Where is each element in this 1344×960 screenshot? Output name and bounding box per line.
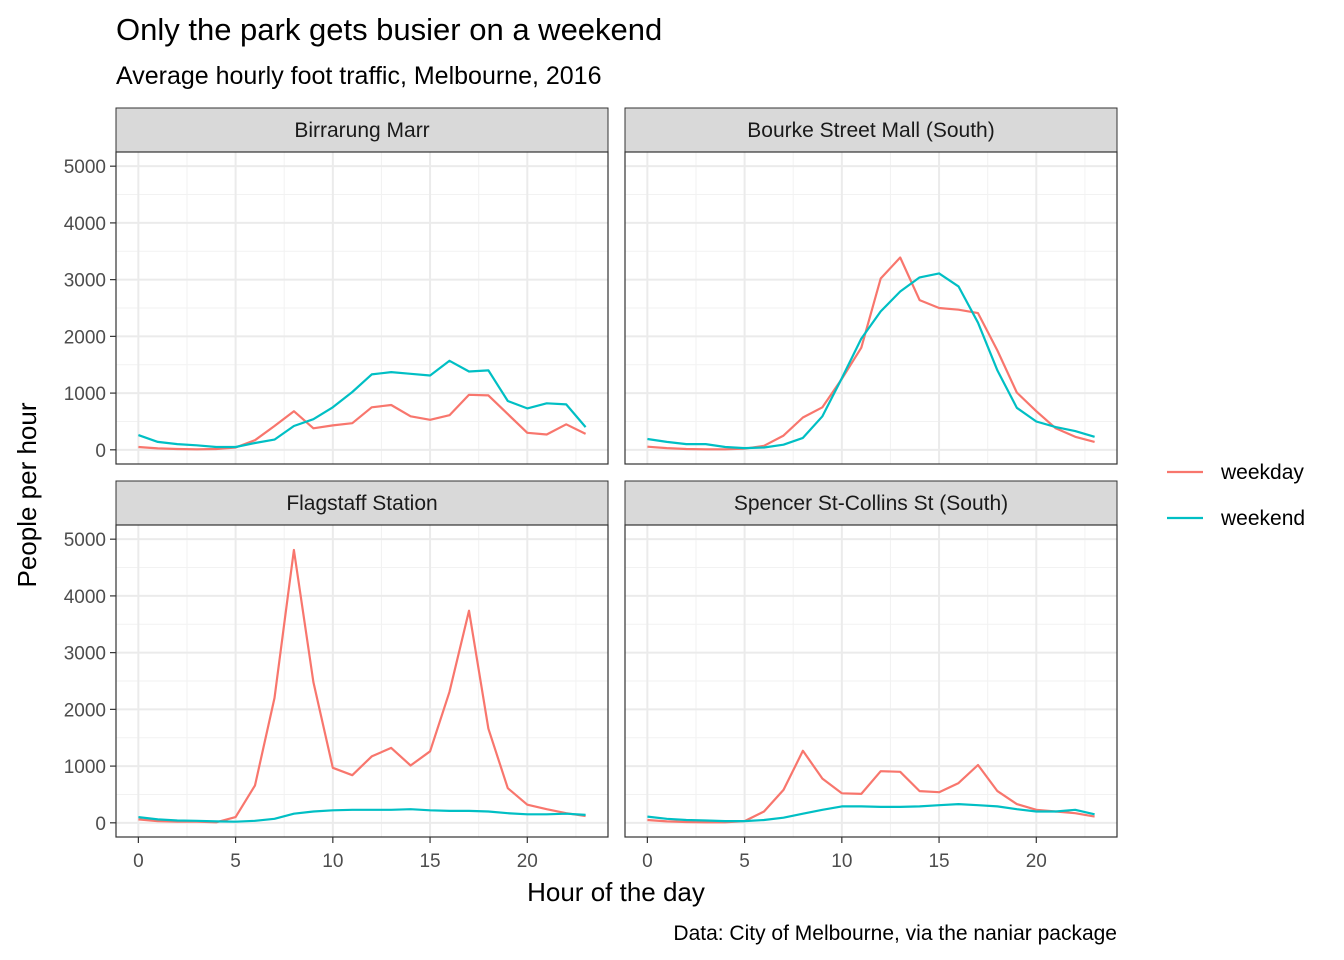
facet-panel: Spencer St-Collins St (South) 0 5 10 15 20 [624, 480, 1118, 872]
facet-strip-label: Flagstaff Station [286, 492, 437, 515]
x-tick-label: 0 [642, 851, 653, 872]
facet-strip [624, 480, 1118, 526]
x-tick-label: 20 [517, 851, 538, 872]
x-tick-label: 20 [1026, 851, 1047, 872]
series-line-weekend [647, 272, 1095, 450]
y-tick-label: 0 [95, 441, 106, 462]
series-line-weekday [647, 749, 1095, 824]
facet-panel: Birrarung Marr 0 1000 2000 3000 4000 5000 [64, 107, 609, 465]
series-line-weekday [138, 393, 587, 451]
x-tick-label: 0 [133, 851, 144, 872]
x-tick-label: 15 [928, 851, 949, 872]
facet-strip-label: Birrarung Marr [294, 119, 429, 142]
series-line-weekend [138, 359, 587, 449]
panel-border [115, 524, 609, 838]
y-tick-label: 3000 [64, 271, 106, 292]
panel-border [624, 151, 1118, 465]
y-tick-label: 4000 [64, 587, 106, 608]
x-tick-label: 10 [831, 851, 852, 872]
panel-border [624, 524, 1118, 838]
legend-label: weekend [1220, 507, 1305, 530]
y-tick-label: 2000 [64, 327, 106, 348]
y-tick-label: 3000 [64, 644, 106, 665]
x-tick-label: 5 [230, 851, 241, 872]
panel-border [115, 151, 609, 465]
series-line-weekend [647, 802, 1095, 823]
x-tick-label: 15 [419, 851, 440, 872]
chart-title: Only the park gets busier on a weekend [116, 12, 662, 47]
chart-caption: Data: City of Melbourne, via the naniar … [673, 922, 1117, 945]
y-axis-label: People per hour [12, 402, 42, 587]
y-tick-label: 1000 [64, 384, 106, 405]
series-line-weekend [138, 808, 586, 823]
y-tick-label: 5000 [64, 157, 106, 178]
y-tick-label: 2000 [64, 700, 106, 721]
facet-strip [115, 107, 609, 153]
facet-panel: Bourke Street Mall (South) [624, 107, 1118, 465]
y-tick-label: 0 [95, 814, 106, 835]
facet-strip [624, 107, 1118, 153]
facet-strip-label: Spencer St-Collins St (South) [734, 492, 1008, 515]
y-tick-label: 5000 [64, 530, 106, 551]
facet-panels: Birrarung Marr010002000300040005000Bourk… [64, 107, 1118, 872]
x-tick-label: 5 [739, 851, 750, 872]
legend: weekday weekend [1167, 461, 1305, 530]
facet-panel: Flagstaff Station 0 1000 2000 3000 4000 5000 0 5… [64, 480, 609, 872]
y-tick-label: 1000 [64, 757, 106, 778]
legend-label: weekday [1220, 461, 1304, 484]
chart-subtitle: Average hourly foot traffic, Melbourne, … [116, 62, 602, 90]
facet-strip [115, 480, 609, 526]
y-tick-label: 4000 [64, 214, 106, 235]
x-axis-label: Hour of the day [527, 877, 705, 907]
facet-strip-label: Bourke Street Mall (South) [747, 119, 994, 142]
x-tick-label: 10 [322, 851, 343, 872]
series-line-weekday [647, 256, 1095, 451]
